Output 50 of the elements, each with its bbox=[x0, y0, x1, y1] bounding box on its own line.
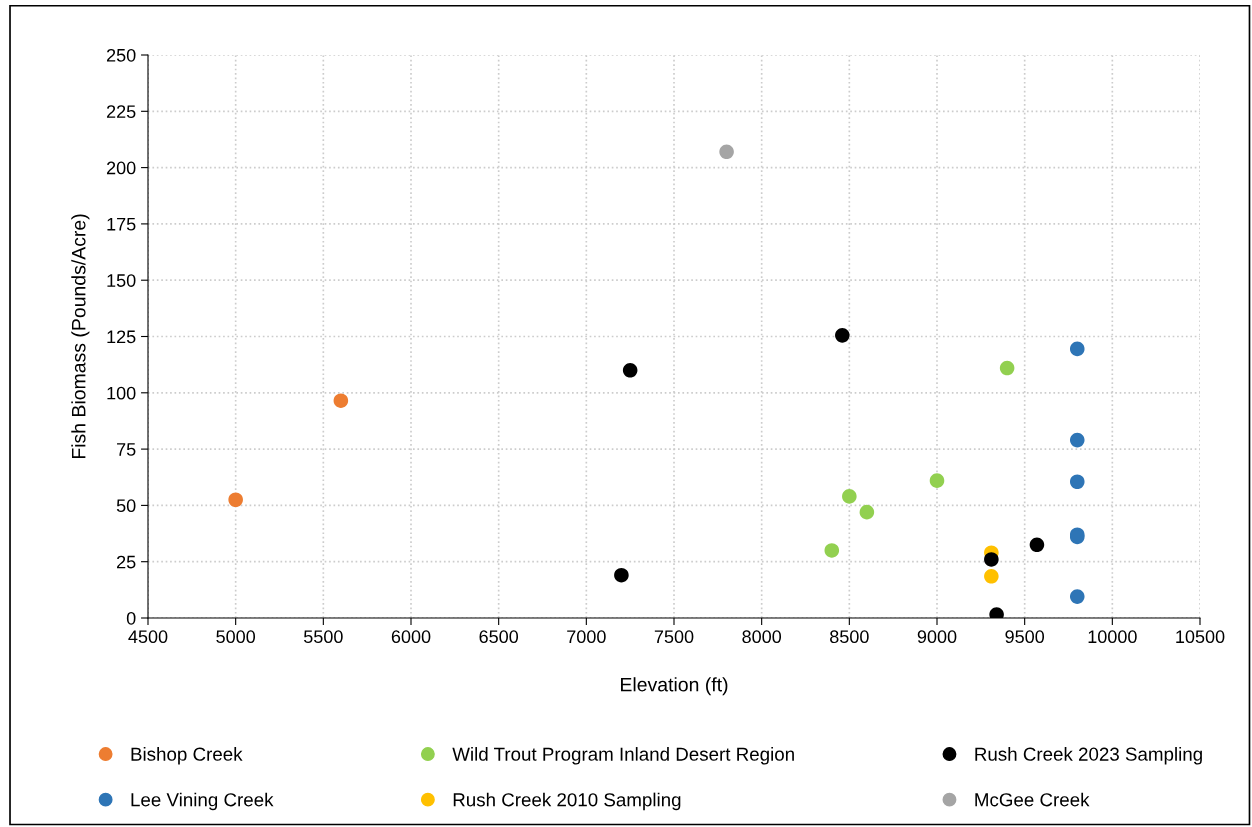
y-tick-label: 25 bbox=[117, 555, 136, 569]
point bbox=[999, 360, 1015, 376]
legend-label: Wild Trout Program Inland Desert Region bbox=[452, 747, 794, 765]
y-tick-label: 0 bbox=[126, 611, 136, 625]
point bbox=[719, 144, 734, 160]
point bbox=[1069, 432, 1085, 448]
y-tick-label: 100 bbox=[107, 386, 136, 400]
legend-label: Rush Creek 2023 Sampling bbox=[975, 747, 1202, 765]
point bbox=[1029, 537, 1045, 553]
legend-label: Lee Vining Creek bbox=[131, 792, 274, 811]
x-tick-label: 7500 bbox=[654, 630, 694, 644]
x-tick-label: 9500 bbox=[1005, 630, 1045, 644]
x-tick-label: 10500 bbox=[1176, 630, 1225, 644]
legend-label: Rush Creek 2010 Sampling bbox=[453, 792, 681, 811]
point bbox=[929, 473, 945, 488]
point bbox=[333, 393, 349, 408]
x-tick-label: 8000 bbox=[742, 630, 782, 644]
y-tick-label: 75 bbox=[117, 443, 136, 456]
point bbox=[228, 492, 243, 508]
point bbox=[1069, 474, 1085, 490]
x-axis-title: Elevation (ft) bbox=[621, 677, 728, 696]
point bbox=[842, 489, 857, 504]
x-tick-label: 8500 bbox=[830, 630, 869, 644]
x-tick-label: 7000 bbox=[567, 630, 606, 644]
legend-label: Bishop Creek bbox=[131, 747, 243, 765]
point bbox=[984, 552, 999, 567]
x-tick-label: 5000 bbox=[216, 630, 256, 644]
x-tick-label: 5500 bbox=[303, 630, 343, 644]
point bbox=[1069, 341, 1085, 357]
y-tick-label: 150 bbox=[107, 274, 136, 287]
y-tick-label: 225 bbox=[106, 105, 136, 119]
y-tick-label: 125 bbox=[107, 330, 136, 344]
y-tick-label: 50 bbox=[116, 499, 136, 513]
legend-label: McGee Creek bbox=[975, 792, 1090, 807]
x-tick-label: 10000 bbox=[1088, 630, 1137, 644]
point bbox=[984, 569, 999, 584]
point bbox=[824, 543, 840, 558]
x-tick-label: 6500 bbox=[479, 630, 519, 644]
x-tick-label: 4500 bbox=[128, 630, 168, 644]
y-tick-label: 200 bbox=[106, 161, 136, 175]
point bbox=[835, 328, 850, 343]
point bbox=[614, 567, 629, 583]
x-tick-label: 9000 bbox=[917, 630, 957, 644]
point bbox=[622, 363, 638, 378]
point bbox=[859, 504, 875, 520]
y-tick-label: 175 bbox=[107, 218, 136, 231]
y-tick-label: 250 bbox=[106, 48, 136, 62]
x-tick-label: 6000 bbox=[391, 630, 431, 644]
point bbox=[1069, 589, 1085, 604]
y-axis-title: Fish Biomass (Pounds/Acre) bbox=[71, 214, 90, 459]
